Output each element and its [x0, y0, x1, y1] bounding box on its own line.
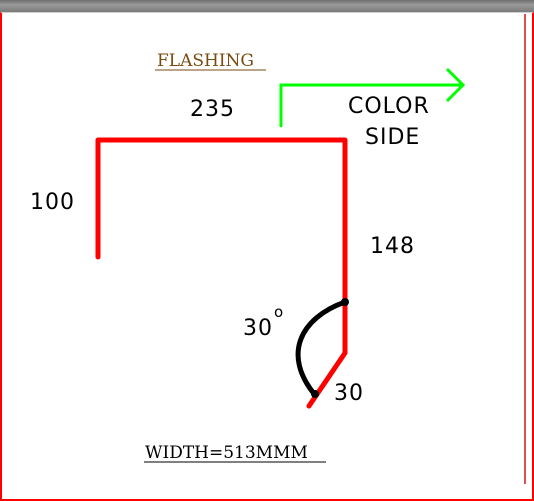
arc-end-top [341, 298, 349, 306]
window-top-bar [0, 0, 534, 12]
dim-left: 100 [30, 190, 75, 215]
angle-arc [295, 299, 348, 398]
dim-angle: 30 [243, 316, 273, 341]
width-label: WIDTH=513MMM [145, 443, 308, 463]
dim-bottom: 30 [334, 381, 364, 406]
dim-right: 148 [370, 234, 415, 259]
color-side-label-1: COLOR [348, 94, 430, 119]
dim-angle-unit: o [274, 303, 284, 321]
color-side-arrowhead [445, 67, 466, 103]
color-side-label-2: SIDE [365, 125, 420, 150]
arc-end-bottom [311, 390, 319, 398]
frame-border [0, 12, 534, 501]
diagram-title: FLASHING [157, 51, 254, 71]
color-side-arrow [279, 83, 462, 127]
right-edge-line [524, 14, 526, 484]
flashing-profile [95, 137, 348, 409]
dim-top: 235 [190, 97, 235, 122]
